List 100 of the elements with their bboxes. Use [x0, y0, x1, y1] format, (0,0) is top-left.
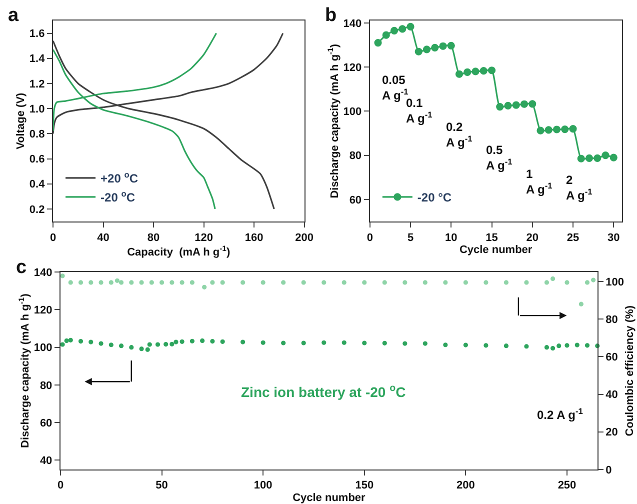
x-tick-label: 5: [407, 232, 414, 244]
point: [281, 340, 286, 346]
y-axis-title: Voltage (V): [15, 92, 28, 150]
x-tick-label: 160: [244, 232, 264, 244]
point: [382, 340, 387, 346]
y-tick-label: 60: [349, 194, 362, 206]
point: [463, 280, 468, 285]
point: [174, 340, 178, 344]
point: [504, 280, 509, 285]
y2-tick-label: 60: [606, 352, 618, 364]
point: [382, 280, 387, 285]
point: [455, 70, 464, 78]
x-tick-label: 20: [526, 232, 538, 244]
point: [550, 346, 556, 351]
point: [422, 341, 428, 346]
point: [200, 338, 205, 344]
x-tick-label: 80: [147, 232, 160, 244]
point: [584, 343, 590, 348]
point: [524, 344, 529, 349]
point: [610, 154, 618, 162]
point: [98, 280, 104, 285]
point: [190, 338, 194, 344]
point: [129, 345, 134, 350]
point: [147, 342, 152, 347]
point: [190, 280, 194, 285]
point: [210, 339, 215, 344]
point: [544, 126, 552, 134]
x-tick-label: 40: [97, 232, 110, 244]
point: [464, 68, 472, 76]
legend-label: -20 °C: [417, 190, 452, 205]
point: [322, 280, 326, 285]
point: [118, 344, 124, 348]
point: [139, 346, 144, 352]
point: [594, 154, 602, 162]
x-tick-label: 30: [608, 232, 620, 244]
y-tick-label: 60: [40, 417, 52, 430]
annotation: 2 A g$^{-1}$: [566, 173, 593, 203]
y-tick-label: 100: [34, 342, 52, 354]
point: [301, 280, 306, 285]
point: [561, 125, 569, 134]
text: b: [325, 5, 337, 26]
x-tick-label: 0: [57, 480, 64, 492]
point: [145, 347, 150, 352]
point: [240, 280, 246, 285]
x-tick-label: 50: [156, 480, 168, 492]
point: [322, 340, 326, 345]
point: [536, 126, 544, 134]
point: [180, 339, 184, 344]
y2-tick-label: 20: [606, 426, 618, 439]
point: [114, 278, 120, 283]
point: [88, 340, 94, 344]
annotation: 0.5 A g$^{-1}$: [486, 143, 513, 173]
point: [544, 280, 550, 285]
point: [528, 100, 536, 108]
x-tick-label: 0: [366, 232, 373, 244]
y-tick-label: 100: [343, 106, 362, 118]
point: [149, 280, 154, 285]
y-tick-label: 120: [34, 304, 52, 317]
point: [281, 280, 286, 285]
y2-tick-label: 0: [606, 464, 612, 476]
x-tick-label: 0: [50, 232, 56, 244]
y-tick-label: 140: [343, 18, 362, 30]
point: [342, 340, 346, 345]
point: [118, 280, 124, 285]
y-tick-label: 0.8: [29, 128, 45, 141]
x-axis-title: Cycle number: [459, 244, 533, 256]
x-tick-label: 100: [254, 480, 272, 492]
point: [202, 284, 207, 290]
point: [362, 340, 367, 346]
legend-label: -20 $^{o}$C: [100, 188, 136, 205]
point: [78, 280, 84, 285]
x-tick-label: 120: [194, 232, 213, 244]
point: [496, 102, 504, 111]
text: a: [8, 5, 19, 26]
point: [382, 31, 390, 39]
point: [164, 342, 168, 347]
x-tick-label: 200: [456, 480, 475, 492]
point: [402, 341, 408, 346]
x-tick-label: 250: [558, 480, 576, 492]
y-tick-label: 40: [40, 454, 52, 467]
y-tick-label: 80: [349, 150, 362, 162]
point: [585, 154, 594, 162]
annotation: Zinc ion battery at -20 $^{o}$C: [241, 383, 406, 400]
point: [155, 342, 160, 347]
point: [443, 342, 448, 348]
annotation: 1 A g$^{-1}$: [526, 167, 553, 197]
annotation: 0.2 A g$^{-1}$: [446, 120, 473, 150]
point: [544, 345, 550, 350]
point: [463, 342, 468, 348]
point: [488, 66, 496, 74]
annotation: 0.1 A g$^{-1}$: [406, 96, 433, 126]
point: [484, 280, 488, 285]
y-tick-label: 1.6: [29, 28, 45, 40]
point: [472, 68, 480, 76]
y-tick-label: 140: [34, 267, 52, 280]
point: [578, 302, 584, 306]
point: [260, 280, 266, 285]
point: [240, 340, 246, 344]
point: [577, 154, 585, 162]
point: [362, 280, 367, 285]
